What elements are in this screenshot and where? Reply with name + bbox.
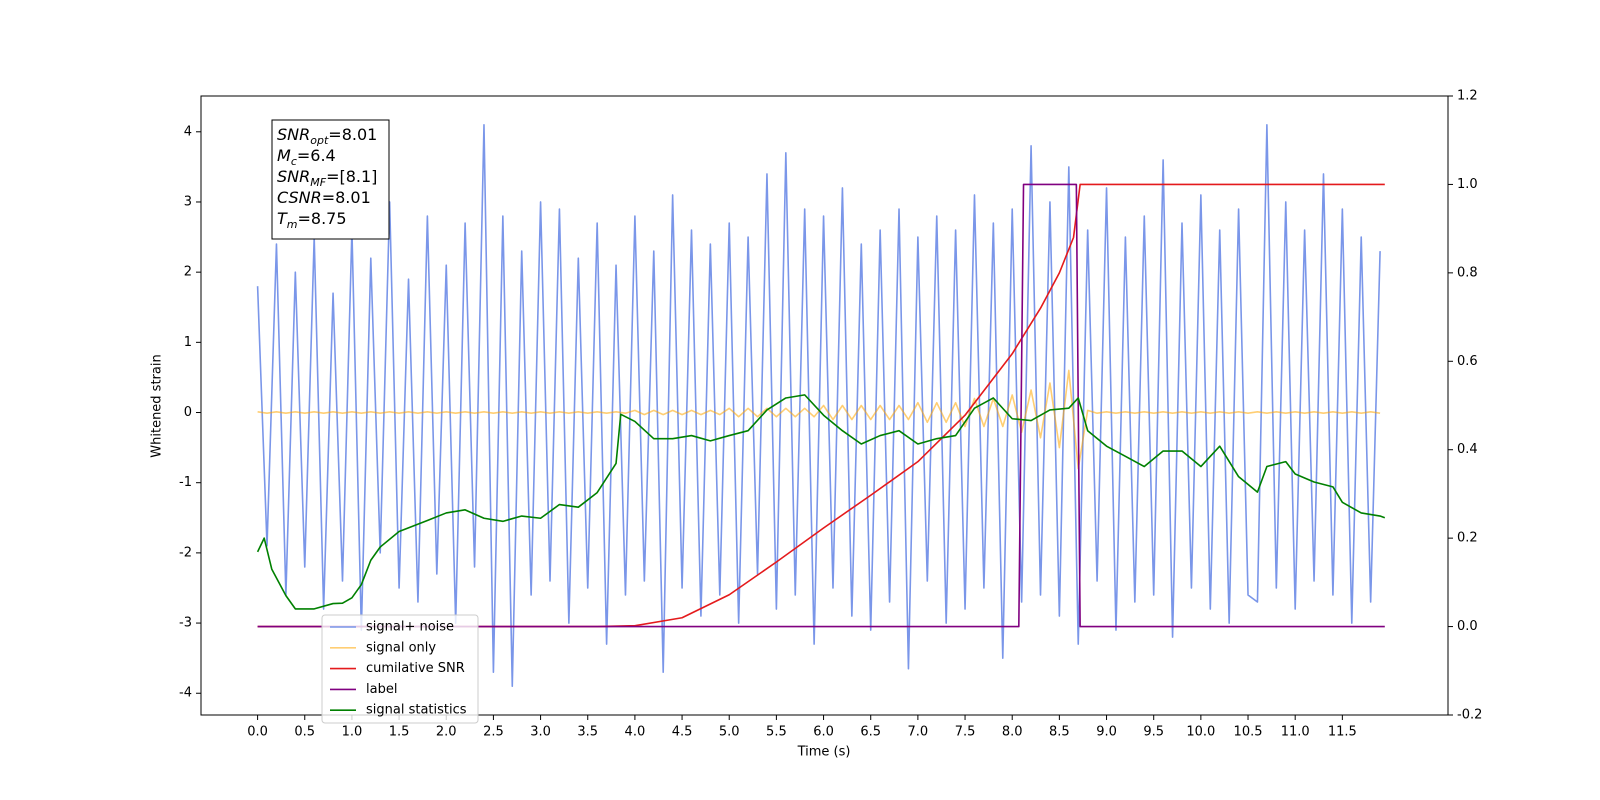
annotation-line: Tm=8.75 — [277, 209, 347, 231]
x-tick-label: 7.0 — [908, 725, 929, 740]
x-tick-label: 5.5 — [766, 725, 787, 740]
y2-tick-label: 1.0 — [1457, 177, 1478, 192]
x-tick-label: 3.0 — [530, 725, 551, 740]
y2-tick-label: 0.0 — [1457, 619, 1478, 634]
annotation-symbol: SNR — [277, 125, 310, 144]
x-tick-label: 11.5 — [1328, 725, 1357, 740]
y-tick-label: 1 — [184, 335, 192, 350]
annotation-subscript: opt — [310, 134, 329, 147]
annotation-value: =[8.1] — [326, 167, 377, 186]
y2-tick-label: 0.8 — [1457, 265, 1478, 280]
x-tick-label: 6.0 — [813, 725, 834, 740]
y-tick-label: -3 — [179, 616, 192, 631]
legend-label: label — [366, 682, 397, 697]
annotation-subscript: MF — [310, 176, 326, 189]
annotation-value: =8.01 — [322, 188, 371, 207]
annotation-line: SNRopt=8.01 — [277, 125, 377, 147]
legend-frame — [321, 614, 479, 724]
x-tick-label: 5.0 — [719, 725, 740, 740]
annotation-subscript: c — [291, 155, 297, 168]
x-tick-label: 10.5 — [1234, 725, 1263, 740]
annotation-box: SNRopt=8.01Mc=6.4SNRMF=[8.1]CSNR=8.01Tm=… — [271, 119, 390, 240]
series-line — [257, 183, 1385, 628]
series-line — [257, 183, 1385, 628]
x-axis-label: Time (s) — [797, 745, 851, 760]
x-tick-label: 8.0 — [1002, 725, 1023, 740]
plot-frame — [200, 95, 1449, 716]
annotation-line: Mc=6.4 — [277, 146, 336, 168]
y-tick-label: -2 — [179, 545, 192, 560]
annotation-value: =8.75 — [298, 209, 347, 228]
x-tick-label: 4.0 — [625, 725, 646, 740]
annotation-line: CSNR=8.01 — [277, 188, 371, 207]
y2-tick-label: -0.2 — [1457, 708, 1482, 723]
annotation-symbol: M — [277, 146, 291, 165]
x-tick-label: 2.0 — [436, 725, 457, 740]
y-axis-label: Whitened strain — [150, 354, 165, 457]
y-tick-label: 2 — [184, 265, 192, 280]
annotation-value: =6.4 — [297, 146, 336, 165]
x-tick-label: 11.0 — [1281, 725, 1310, 740]
x-tick-label: 3.5 — [577, 725, 598, 740]
y-tick-label: -1 — [179, 475, 192, 490]
x-tick-label: 2.5 — [483, 725, 504, 740]
x-tick-label: 8.5 — [1049, 725, 1070, 740]
y2-tick-label: 0.4 — [1457, 442, 1478, 457]
y2-tick-label: 1.2 — [1457, 89, 1478, 104]
x-tick-label: 9.5 — [1143, 725, 1164, 740]
annotation-subscript: m — [287, 218, 298, 231]
legend-label: cumilative SNR — [366, 661, 465, 676]
series-line — [256, 123, 1381, 688]
y2-tick-label: 0.2 — [1457, 531, 1478, 546]
legend-label: signal only — [366, 640, 436, 655]
annotation-symbol: T — [277, 209, 288, 228]
legend: signal+ noise signal only cumilative SNR la… — [321, 614, 479, 724]
annotation-line: SNRMF=[8.1] — [277, 167, 377, 189]
legend-label: signal statistics — [366, 703, 467, 718]
x-tick-label: 9.0 — [1096, 725, 1117, 740]
y-tick-label: -4 — [179, 686, 192, 701]
legend-label: signal+ noise — [366, 620, 454, 635]
x-tick-label: 1.0 — [342, 725, 363, 740]
y-tick-label: 3 — [184, 194, 192, 209]
x-tick-label: 6.5 — [860, 725, 881, 740]
y2-tick-label: 0.6 — [1457, 354, 1478, 369]
annotation-symbol: CSNR — [277, 188, 322, 207]
x-tick-label: 0.5 — [294, 725, 315, 740]
x-tick-label: 1.5 — [389, 725, 410, 740]
x-tick-label: 4.5 — [672, 725, 693, 740]
y-tick-label: 4 — [184, 124, 192, 139]
series-line — [256, 394, 1386, 610]
x-tick-label: 7.5 — [955, 725, 976, 740]
y-tick-label: 0 — [184, 405, 192, 420]
annotation-frame — [271, 119, 390, 240]
x-tick-label: 0.0 — [247, 725, 268, 740]
x-tick-label: 10.0 — [1186, 725, 1215, 740]
annotation-symbol: SNR — [277, 167, 310, 186]
annotation-value: =8.01 — [328, 125, 377, 144]
